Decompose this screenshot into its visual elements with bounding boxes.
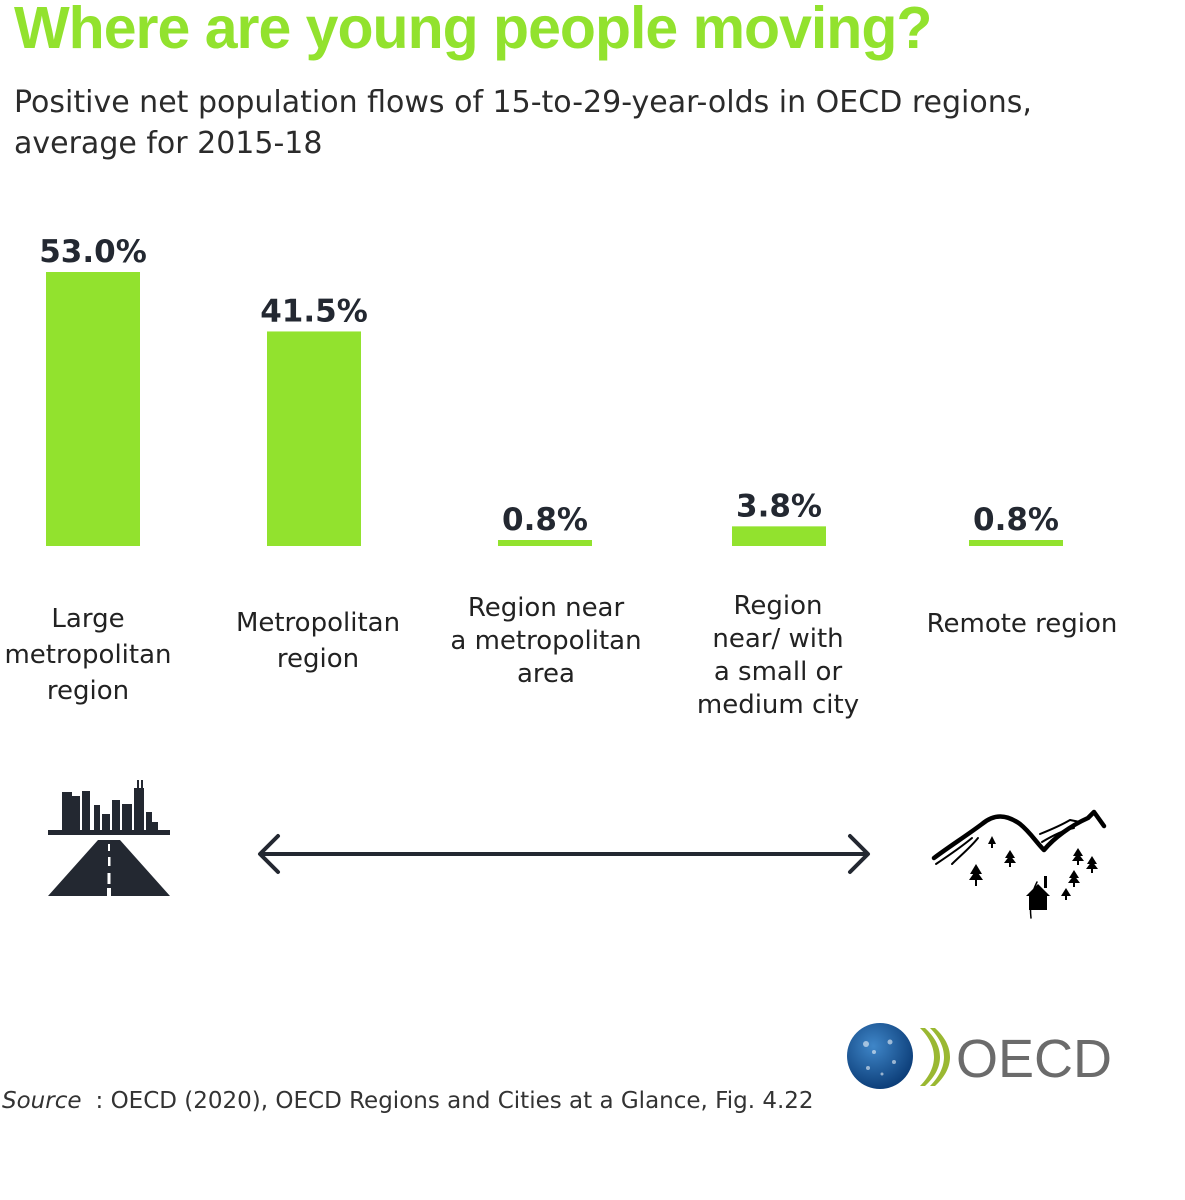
bar-1 — [46, 272, 140, 546]
source-text: : OECD (2020), OECD Regions and Cities a… — [95, 1088, 814, 1114]
oecd-logo-text: OECD — [956, 1029, 1112, 1089]
category-label-remote: Remote region — [926, 609, 1118, 639]
chevrons-icon — [920, 1028, 950, 1086]
city-road-icon — [48, 780, 170, 896]
category-label-small-medium-city: Region near/ with a small or medium city — [696, 591, 860, 720]
double-arrow-icon — [258, 834, 870, 874]
bar-4 — [732, 526, 826, 546]
source-note: Source : OECD (2020), OECD Regions and Ci… — [2, 1088, 814, 1114]
oecd-logo: OECD — [847, 1023, 1112, 1089]
page-title: Where are young people moving? — [14, 0, 932, 61]
category-label-large-metropolitan: Large metropolitan region — [4, 604, 172, 706]
bar-value-label-1: 53.0% — [39, 234, 147, 270]
bar-value-label-3: 0.8% — [502, 502, 588, 538]
source-label: Source — [2, 1088, 82, 1114]
bar-3 — [498, 540, 592, 546]
globe-icon — [847, 1023, 913, 1089]
bar-2 — [267, 331, 361, 546]
bar-value-label-5: 0.8% — [973, 502, 1059, 538]
bar-value-label-2: 41.5% — [260, 293, 368, 329]
category-label-near-metropolitan: Region near a metropolitan area — [450, 593, 642, 689]
bar-5 — [969, 540, 1063, 546]
mountain-village-icon — [931, 809, 1107, 919]
bar-value-label-4: 3.8% — [736, 488, 822, 524]
category-label-metropolitan: Metropolitan region — [235, 608, 401, 674]
page-subtitle: Positive net population flows of 15-to-2… — [14, 85, 1032, 161]
